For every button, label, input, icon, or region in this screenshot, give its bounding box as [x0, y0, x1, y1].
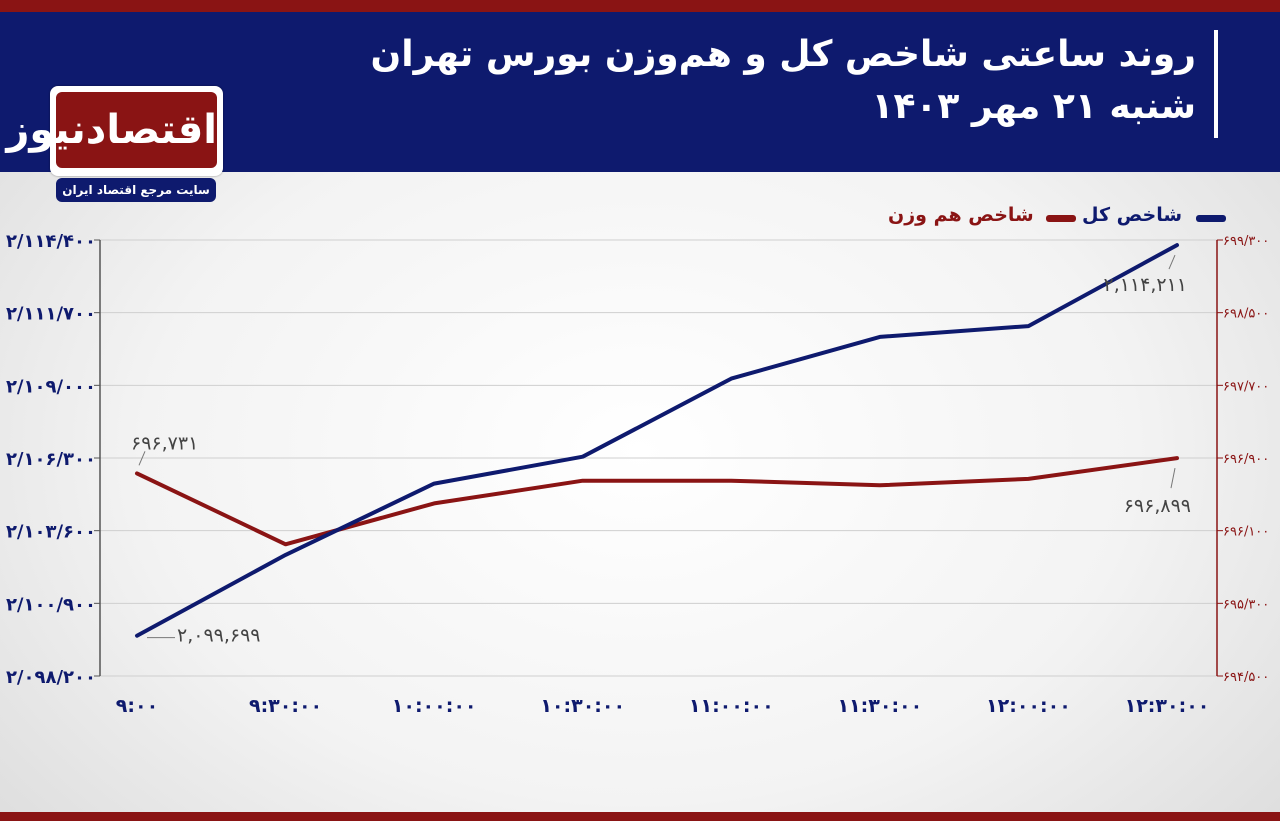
x-axis-tick-label: ۱۲:۳۰:۰۰ — [1125, 695, 1210, 717]
brand-logo-text: اقتصادنیوز — [6, 92, 217, 168]
title-divider — [1214, 30, 1218, 138]
brand-logo: اقتصادنیوز — [6, 86, 223, 176]
legend-swatch-total — [1196, 215, 1226, 222]
x-axis-tick-label: ۱۰:۳۰:۰۰ — [540, 695, 625, 717]
x-axis-tick-label: ۱۰:۰۰:۰۰ — [392, 695, 477, 717]
right-axis-tick-label: ۶۹۶/۹۰۰ — [1223, 452, 1269, 467]
left-axis-tick-label: ۲/۱۱۴/۴۰۰ — [6, 231, 96, 252]
bottom-accent-strip — [0, 812, 1280, 821]
x-axis-tick-label: ۱۱:۰۰:۰۰ — [689, 695, 774, 717]
series-line-total — [135, 243, 1179, 638]
chart-title: روند ساعتی شاخص کل و هم‌وزن بورس تهران — [370, 34, 1196, 75]
left-axis-tick-label: ۲/۱۱۱/۷۰۰ — [6, 304, 96, 325]
top-accent-strip — [0, 0, 1280, 12]
annotation-leader — [138, 451, 146, 466]
series-line-equal — [135, 456, 1179, 547]
right-axis-tick-label: ۶۹۴/۵۰۰ — [1223, 670, 1269, 685]
brand-tagline: سایت مرجع اقتصاد ایران — [56, 178, 216, 202]
annotation-leader — [1170, 467, 1176, 489]
left-axis-tick-label: ۲/۰۹۸/۲۰۰ — [6, 667, 96, 688]
data-label: ۲,۱۱۴,۲۱۱ — [1103, 274, 1187, 296]
left-axis-tick-label: ۲/۱۰۰/۹۰۰ — [6, 594, 96, 615]
series-lines — [135, 243, 1179, 638]
x-axis-tick-label: ۱۲:۰۰:۰۰ — [986, 695, 1071, 717]
right-axis-tick-label: ۶۹۸/۵۰۰ — [1223, 307, 1269, 322]
legend-swatch-equal — [1046, 215, 1076, 222]
x-axis-tick-label: ۱۱:۳۰:۰۰ — [837, 695, 922, 717]
chart-date: شنبه ۲۱ مهر ۱۴۰۳ — [871, 86, 1196, 127]
legend-label-total: شاخص کل — [1082, 204, 1183, 226]
left-axis-tick-label: ۲/۱۰۹/۰۰۰ — [6, 376, 96, 397]
right-axis-tick-label: ۶۹۵/۳۰۰ — [1223, 597, 1269, 612]
annotation-leader — [1168, 254, 1176, 270]
data-label: ۶۹۶,۸۹۹ — [1124, 495, 1191, 517]
x-axis-tick-label: ۹:۰۰ — [116, 695, 158, 717]
right-axis-tick-label: ۶۹۹/۳۰۰ — [1223, 234, 1269, 249]
grid-lines — [94, 239, 1223, 677]
left-axis-tick-label: ۲/۱۰۳/۶۰۰ — [6, 522, 96, 543]
right-axis-tick-label: ۶۹۶/۱۰۰ — [1223, 525, 1269, 540]
legend-label-equal: شاخص هم وزن — [888, 204, 1034, 226]
data-label: ۶۹۶,۷۳۱ — [131, 432, 198, 454]
right-axis-tick-label: ۶۹۷/۷۰۰ — [1223, 379, 1269, 394]
left-axis-tick-label: ۲/۱۰۶/۳۰۰ — [6, 449, 96, 470]
x-axis-tick-label: ۹:۳۰:۰۰ — [249, 695, 322, 717]
axis-labels: ۲/۰۹۸/۲۰۰ ۶۹۴/۵۰۰ ۲/۱۰۰/۹۰۰ ۶۹۵/۳۰۰ ۲/۱۰۳/۶۰… — [6, 231, 1269, 717]
data-label: ۲,۰۹۹,۶۹۹ — [177, 625, 261, 647]
